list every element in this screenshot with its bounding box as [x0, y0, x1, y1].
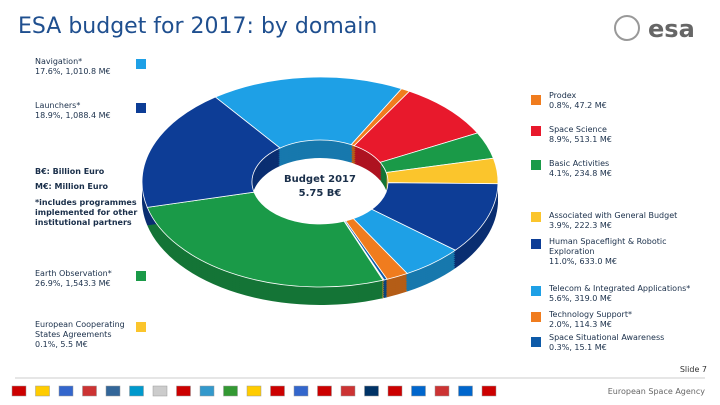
- logo-globe: [614, 15, 640, 41]
- value-label: 0.8%, 47.2 M€: [549, 101, 607, 110]
- legend-swatch: [531, 126, 541, 136]
- value-label: 11.0%, 633.0 M€: [549, 257, 617, 266]
- note: M€: Million Euro: [35, 182, 109, 191]
- flag: [340, 385, 356, 397]
- note: B€: Billion Euro: [35, 167, 105, 176]
- segment-label: Earth Observation* 26.9%, 1,543.3 M€: [35, 269, 135, 289]
- segment-name: Associated with General Budget: [549, 211, 678, 220]
- segment-name: Basic Activities: [549, 159, 610, 168]
- segment-label: Associated with General Budget 3.9%, 222.…: [549, 211, 709, 231]
- agency-name: European Space Agency: [608, 387, 706, 396]
- segment-label: Telecom & Integrated Applications* 5.6%, …: [549, 284, 709, 304]
- segment-name: Space Science: [549, 125, 607, 134]
- legend-swatch: [531, 286, 541, 296]
- segment-label: Space Situational Awareness 0.3%, 15.1 M€: [549, 333, 709, 353]
- value-label: 2.0%, 114.3 M€: [549, 320, 612, 329]
- legend-swatch: [531, 337, 541, 347]
- segment-label: Prodex 0.8%, 47.2 M€: [549, 91, 709, 111]
- center-value: 5.75 B€: [299, 188, 342, 199]
- legend-swatch: [531, 95, 541, 105]
- note: *includes programmes implemented for oth…: [35, 198, 138, 227]
- legend-swatch: [136, 103, 146, 113]
- segment-name: Launchers*: [35, 101, 81, 110]
- flag: [270, 385, 285, 397]
- value-label: 26.9%, 1,543.3 M€: [35, 279, 111, 288]
- segment: [141, 96, 281, 208]
- flag: [82, 385, 97, 397]
- value-label: 17.6%, 1,010.8 M€: [35, 67, 111, 76]
- flag: [199, 385, 215, 397]
- logo: esa: [648, 15, 695, 43]
- segment-name: Space Situational Awareness: [549, 333, 665, 342]
- segment-label: Launchers* 18.9%, 1,088.4 M€: [35, 101, 135, 121]
- segment-label: European Cooperating States Agreements 0.…: [35, 320, 135, 350]
- flag: [246, 385, 262, 397]
- flag: [11, 385, 27, 397]
- value-label: 0.1%, 5.5 M€: [35, 340, 88, 349]
- value-label: 3.9%, 222.3 M€: [549, 221, 612, 230]
- segment-label: Technology Support* 2.0%, 114.3 M€: [549, 310, 709, 330]
- value-label: 5.6%, 319.0 M€: [549, 294, 612, 303]
- segment-name: Prodex: [549, 91, 577, 100]
- flag: [387, 385, 403, 397]
- segment-label: Basic Activities 4.1%, 234.8 M€: [549, 159, 709, 179]
- flag: [364, 385, 379, 397]
- segment-name: Telecom & Integrated Applications*: [549, 284, 691, 293]
- flag: [35, 385, 50, 397]
- chart-title: ESA budget for 2017: by domain: [18, 14, 378, 39]
- legend-swatch: [136, 322, 146, 332]
- segment-label: Human Spaceflight & Robotic Exploration 1…: [549, 237, 709, 267]
- legend-swatch: [531, 160, 541, 170]
- center-title: Budget 2017: [284, 174, 356, 185]
- slide-number: Slide 7: [680, 365, 707, 374]
- legend-swatch: [531, 239, 541, 249]
- legend-swatch: [531, 312, 541, 322]
- flag: [176, 385, 191, 397]
- segment: [214, 76, 403, 149]
- legend-swatch: [136, 59, 146, 69]
- flag: [293, 385, 309, 397]
- flag: [152, 385, 168, 397]
- flag: [458, 385, 473, 397]
- value-label: 18.9%, 1,088.4 M€: [35, 111, 111, 120]
- value-label: 8.9%, 513.1 M€: [549, 135, 612, 144]
- flag: [129, 385, 144, 397]
- legend-swatch: [531, 212, 541, 222]
- segment: [370, 182, 499, 251]
- flag: [434, 385, 450, 397]
- segment-name: Earth Observation*: [35, 269, 112, 278]
- segment: [146, 191, 384, 288]
- segment-name: European Cooperating States Agreements: [35, 320, 125, 339]
- legend-swatch: [136, 271, 146, 281]
- segment-name: Human Spaceflight & Robotic Exploration: [549, 237, 667, 256]
- segment-label: Navigation* 17.6%, 1,010.8 M€: [35, 57, 135, 77]
- value-label: 4.1%, 234.8 M€: [549, 169, 612, 178]
- segment-label: Space Science 8.9%, 513.1 M€: [549, 125, 709, 145]
- flag: [105, 385, 121, 397]
- flag: [223, 385, 238, 397]
- value-label: 0.3%, 15.1 M€: [549, 343, 607, 352]
- flag: [481, 385, 497, 397]
- flag: [58, 385, 74, 397]
- flag: [411, 385, 426, 397]
- segment-name: Technology Support*: [549, 310, 632, 319]
- flag: [317, 385, 332, 397]
- flags: [11, 385, 497, 397]
- segment-name: Navigation*: [35, 57, 83, 66]
